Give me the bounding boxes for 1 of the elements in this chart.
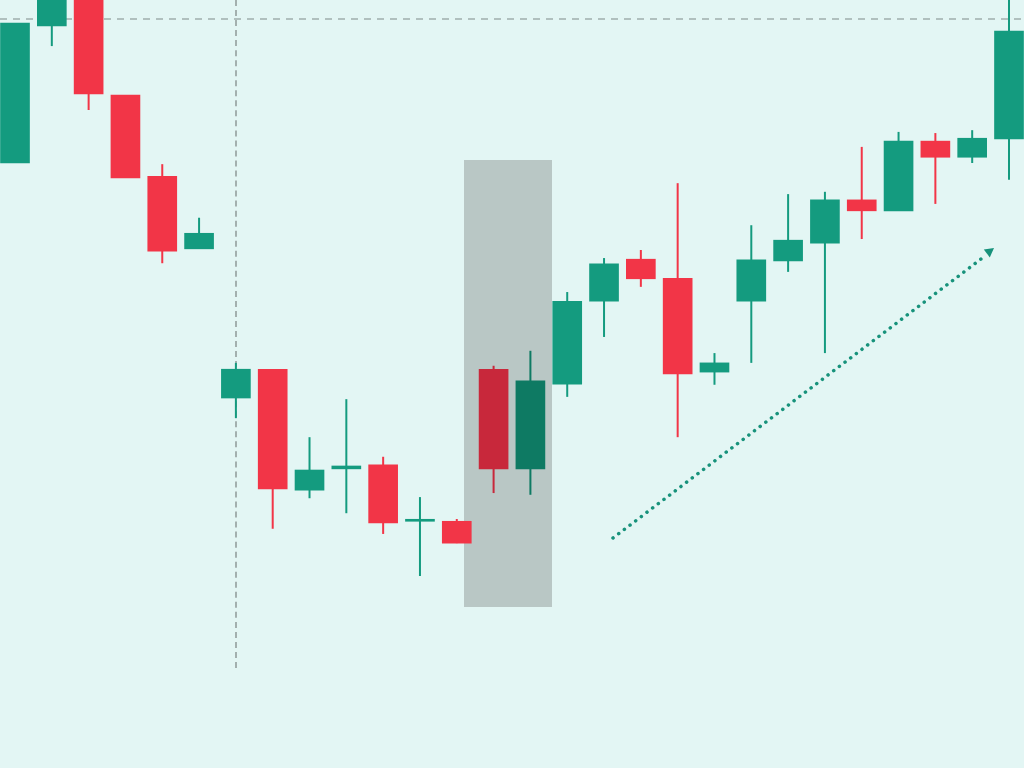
candlestick — [405, 497, 435, 576]
